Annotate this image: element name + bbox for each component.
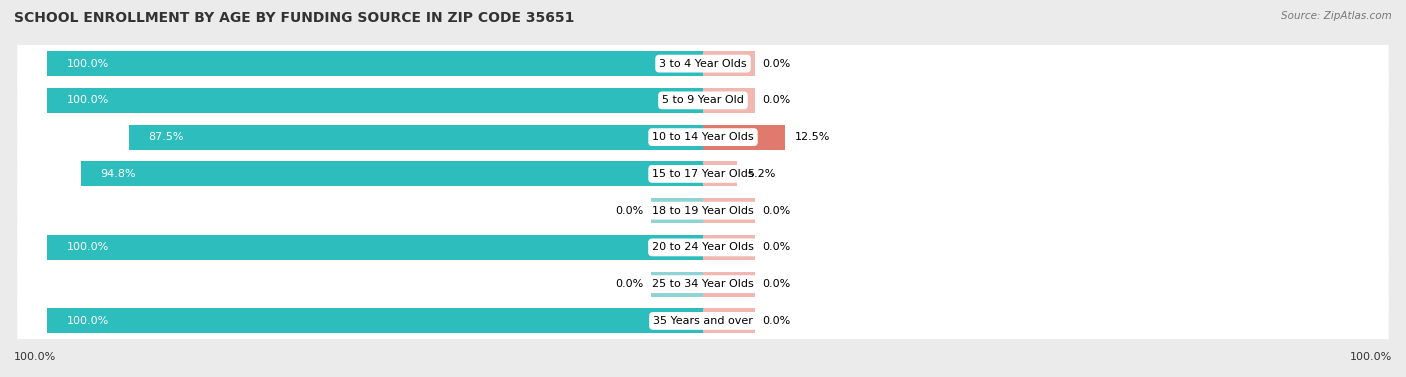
Text: 5.2%: 5.2% xyxy=(747,169,775,179)
Text: 3 to 4 Year Olds: 3 to 4 Year Olds xyxy=(659,58,747,69)
Text: 35 Years and over: 35 Years and over xyxy=(652,316,754,326)
Text: 0.0%: 0.0% xyxy=(762,205,790,216)
FancyBboxPatch shape xyxy=(17,140,1389,208)
Bar xyxy=(703,51,755,76)
Text: 0.0%: 0.0% xyxy=(616,205,644,216)
FancyBboxPatch shape xyxy=(17,103,1389,171)
FancyBboxPatch shape xyxy=(17,30,1389,97)
Text: 100.0%: 100.0% xyxy=(1350,352,1392,362)
Bar xyxy=(703,272,755,297)
Text: 10 to 14 Year Olds: 10 to 14 Year Olds xyxy=(652,132,754,142)
Text: SCHOOL ENROLLMENT BY AGE BY FUNDING SOURCE IN ZIP CODE 35651: SCHOOL ENROLLMENT BY AGE BY FUNDING SOUR… xyxy=(14,11,575,25)
Bar xyxy=(703,88,755,113)
FancyBboxPatch shape xyxy=(17,250,1389,318)
Text: 0.0%: 0.0% xyxy=(762,242,790,253)
Text: 5 to 9 Year Old: 5 to 9 Year Old xyxy=(662,95,744,106)
FancyBboxPatch shape xyxy=(17,67,1389,134)
Bar xyxy=(703,161,737,186)
FancyBboxPatch shape xyxy=(17,214,1389,281)
Bar xyxy=(651,198,703,223)
Text: 15 to 17 Year Olds: 15 to 17 Year Olds xyxy=(652,169,754,179)
Bar xyxy=(703,198,755,223)
Bar xyxy=(703,235,755,260)
Bar xyxy=(703,308,755,333)
FancyBboxPatch shape xyxy=(17,287,1389,355)
Text: Source: ZipAtlas.com: Source: ZipAtlas.com xyxy=(1281,11,1392,21)
Text: 100.0%: 100.0% xyxy=(66,316,108,326)
Text: 20 to 24 Year Olds: 20 to 24 Year Olds xyxy=(652,242,754,253)
Text: 25 to 34 Year Olds: 25 to 34 Year Olds xyxy=(652,279,754,289)
Text: 0.0%: 0.0% xyxy=(762,95,790,106)
Bar xyxy=(46,88,703,113)
Text: 100.0%: 100.0% xyxy=(66,95,108,106)
Text: 0.0%: 0.0% xyxy=(616,279,644,289)
Text: 100.0%: 100.0% xyxy=(66,242,108,253)
Text: 94.8%: 94.8% xyxy=(101,169,136,179)
Bar xyxy=(46,235,703,260)
Text: 18 to 19 Year Olds: 18 to 19 Year Olds xyxy=(652,205,754,216)
Bar xyxy=(129,125,703,150)
Text: 87.5%: 87.5% xyxy=(149,132,184,142)
Bar xyxy=(703,125,785,150)
Bar xyxy=(46,308,703,333)
Text: 0.0%: 0.0% xyxy=(762,279,790,289)
FancyBboxPatch shape xyxy=(17,177,1389,244)
Text: 100.0%: 100.0% xyxy=(14,352,56,362)
Bar xyxy=(651,272,703,297)
Bar xyxy=(46,51,703,76)
Bar xyxy=(82,161,703,186)
Text: 0.0%: 0.0% xyxy=(762,58,790,69)
Text: 12.5%: 12.5% xyxy=(794,132,830,142)
Text: 100.0%: 100.0% xyxy=(66,58,108,69)
Text: 0.0%: 0.0% xyxy=(762,316,790,326)
